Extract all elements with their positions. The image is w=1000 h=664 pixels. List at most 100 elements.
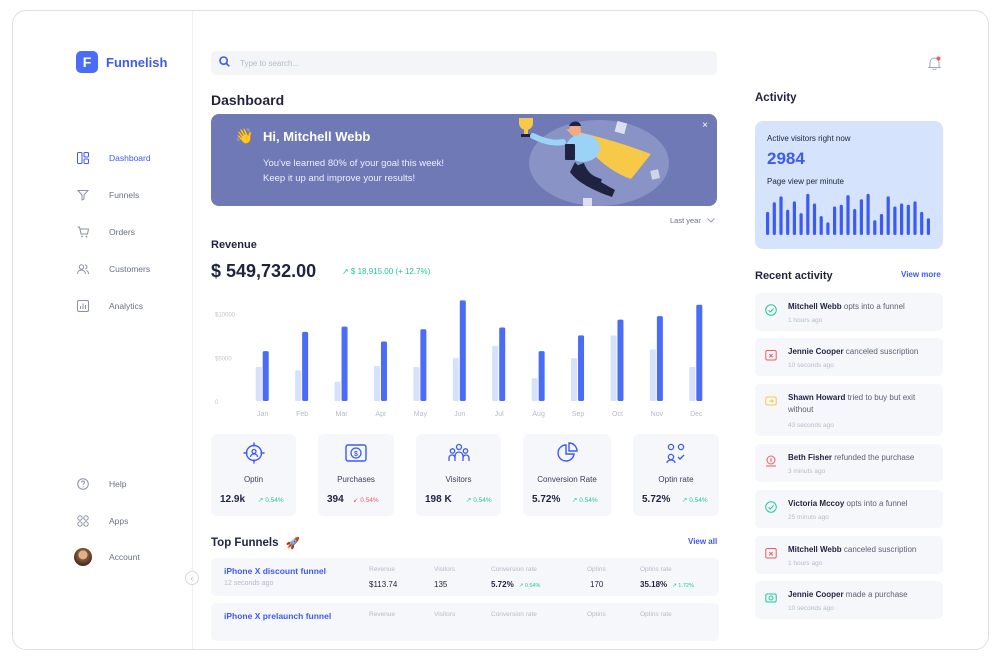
app-window: F Funnelish Dashboard Funnels Orders (12, 10, 989, 650)
activity-text: Mitchell Webb opts into a funnel (788, 301, 936, 313)
x-tick-label: Oct (612, 411, 623, 418)
sidebar-item-account[interactable]: Account (74, 548, 140, 566)
list-item[interactable]: Victoria Mccoy opts into a funnel 25 minu… (755, 490, 943, 528)
stat-name: Purchases (337, 475, 375, 484)
pageview-bar (819, 216, 823, 235)
list-item[interactable]: Jennie Cooper canceled suscription 10 sec… (755, 338, 943, 376)
sidebar-item-label: Dashboard (109, 153, 151, 163)
sidebar-item-apps[interactable]: Apps (76, 514, 128, 528)
pageview-bar (926, 218, 930, 235)
funnel-name[interactable]: iPhone X discount funnel (224, 566, 326, 576)
cell-optins-rate-value: 35.18% (640, 580, 668, 589)
view-more-link[interactable]: View more (901, 270, 941, 279)
revenue-label: Revenue (211, 239, 257, 251)
list-item[interactable]: Mitchell Webb canceled suscription 1 hour… (755, 536, 943, 574)
col-header-conversion: Conversion rate (491, 611, 537, 618)
activity-user[interactable]: Beth Fisher (788, 453, 833, 462)
activity-user[interactable]: Mitchell Webb (788, 302, 842, 311)
logo[interactable]: F Funnelish (76, 51, 167, 73)
stat-change: ↗ 0.54% (466, 497, 492, 504)
revenue-delta: ↗ $ 18,915.00 (+ 12.7%) (342, 267, 431, 276)
stat-change: ↗ 0.54% (258, 497, 284, 504)
sidebar-item-funnels[interactable]: Funnels (76, 188, 139, 202)
bar-dark (420, 329, 427, 401)
sidebar-item-dashboard[interactable]: Dashboard (76, 151, 151, 165)
list-item[interactable]: Mitchell Webb opts into a funnel 1 hours … (755, 293, 943, 331)
x-tick-label: Jul (495, 411, 504, 418)
cell-optins-rate: 35.18% ↗ 1.72% (640, 580, 694, 589)
y-tick-label: $5000 (215, 356, 232, 362)
stat-name: Conversion Rate (537, 475, 597, 484)
active-visitors-count: 2984 (767, 149, 805, 168)
refund-icon (765, 454, 777, 467)
bar-dark (656, 316, 663, 401)
sidebar-item-help[interactable]: Help (76, 477, 126, 491)
list-item[interactable]: Jennie Cooper made a purchase 10 seconds … (755, 581, 943, 619)
avatar (74, 548, 92, 566)
activity-action: refunded the purchase (832, 453, 915, 462)
sidebar-item-orders[interactable]: Orders (76, 225, 135, 239)
stat-value: 12.9k (220, 494, 246, 505)
search-icon (219, 54, 230, 72)
pageview-label: Page view per minute (767, 177, 844, 186)
sidebar-item-analytics[interactable]: Analytics (76, 299, 143, 313)
sidebar-item-label: Help (109, 479, 127, 489)
pageview-bar (906, 204, 910, 235)
stat-change: ↗ 0.54% (682, 497, 708, 504)
period-select[interactable]: Last year (670, 216, 715, 225)
group-icon (416, 442, 501, 464)
sidebar-item-customers[interactable]: Customers (76, 262, 150, 276)
activity-user[interactable]: Jennie Cooper (788, 347, 844, 356)
bar-light (492, 345, 499, 401)
list-item[interactable]: Beth Fisher refunded the purchase 3 minut… (755, 444, 943, 482)
pageview-bar (799, 213, 803, 235)
y-tick-label: 0 (215, 400, 219, 406)
bar-dark (341, 326, 348, 401)
activity-time: 10 seconds ago (788, 362, 834, 369)
activity-user[interactable]: Victoria Mccoy (788, 499, 845, 508)
stat-card-conversion-rate[interactable]: Conversion Rate 5.72% ↗ 0.54% (523, 434, 611, 516)
pageview-bar (886, 196, 890, 235)
users-icon (76, 262, 90, 276)
col-header-optins-rate: Optins rate (640, 611, 672, 618)
pageview-bar (893, 206, 897, 235)
pageview-bar (779, 196, 783, 235)
x-tick-label: Mar (336, 411, 349, 418)
target-user-icon (211, 442, 296, 464)
funnel-icon (76, 188, 90, 202)
activity-user[interactable]: Mitchell Webb (788, 545, 842, 554)
activity-text: Shawn Howard tried to buy but exit witho… (788, 392, 936, 416)
activity-text: Jennie Cooper made a purchase (788, 589, 936, 601)
stat-card-optin-rate[interactable]: Optin rate 5.72% ↗ 0.54% (633, 434, 719, 516)
notification-bell-icon[interactable] (927, 56, 942, 75)
col-header-optins: Optins (587, 611, 606, 618)
stat-card-purchases[interactable]: $ Purchases 394 ↙ 0.54% (318, 434, 394, 516)
stat-card-visitors[interactable]: Visitors 198 K ↗ 0.54% (416, 434, 501, 516)
bar-light (649, 349, 656, 401)
close-banner-button[interactable]: × (702, 120, 708, 131)
stat-value: 394 (327, 494, 344, 505)
cancel-icon (765, 348, 777, 361)
collapse-sidebar-button[interactable]: ‹ (185, 571, 199, 585)
dollar-card-icon: $ (318, 442, 394, 464)
list-item[interactable]: Shawn Howard tried to buy but exit witho… (755, 384, 943, 436)
pageview-bar-chart (766, 193, 930, 235)
stat-name: Optin (243, 475, 264, 484)
pageview-bar (812, 203, 817, 235)
funnel-name[interactable]: iPhone X prelaunch funnel (224, 611, 332, 621)
bar-light (610, 335, 617, 401)
activity-user[interactable]: Shawn Howard (788, 393, 846, 402)
search-input[interactable] (240, 58, 640, 68)
x-tick-label: Dec (690, 411, 703, 418)
table-row[interactable]: iPhone X discount funnel 12 seconds ago … (211, 558, 719, 596)
pageview-bar (766, 211, 770, 235)
pageview-bar (913, 201, 917, 235)
table-row[interactable]: iPhone X prelaunch funnel Revenue Visito… (211, 603, 719, 641)
sidebar-item-label: Account (109, 552, 140, 562)
activity-user[interactable]: Jennie Cooper (788, 590, 844, 599)
cell-conversion: 5.72% ↗ 0.54% (491, 580, 540, 589)
view-all-link[interactable]: View all (688, 537, 718, 546)
bar-light (295, 370, 302, 401)
col-header-revenue: Revenue (369, 566, 396, 573)
stat-card-optin[interactable]: Optin 12.9k ↗ 0.54% (211, 434, 296, 516)
